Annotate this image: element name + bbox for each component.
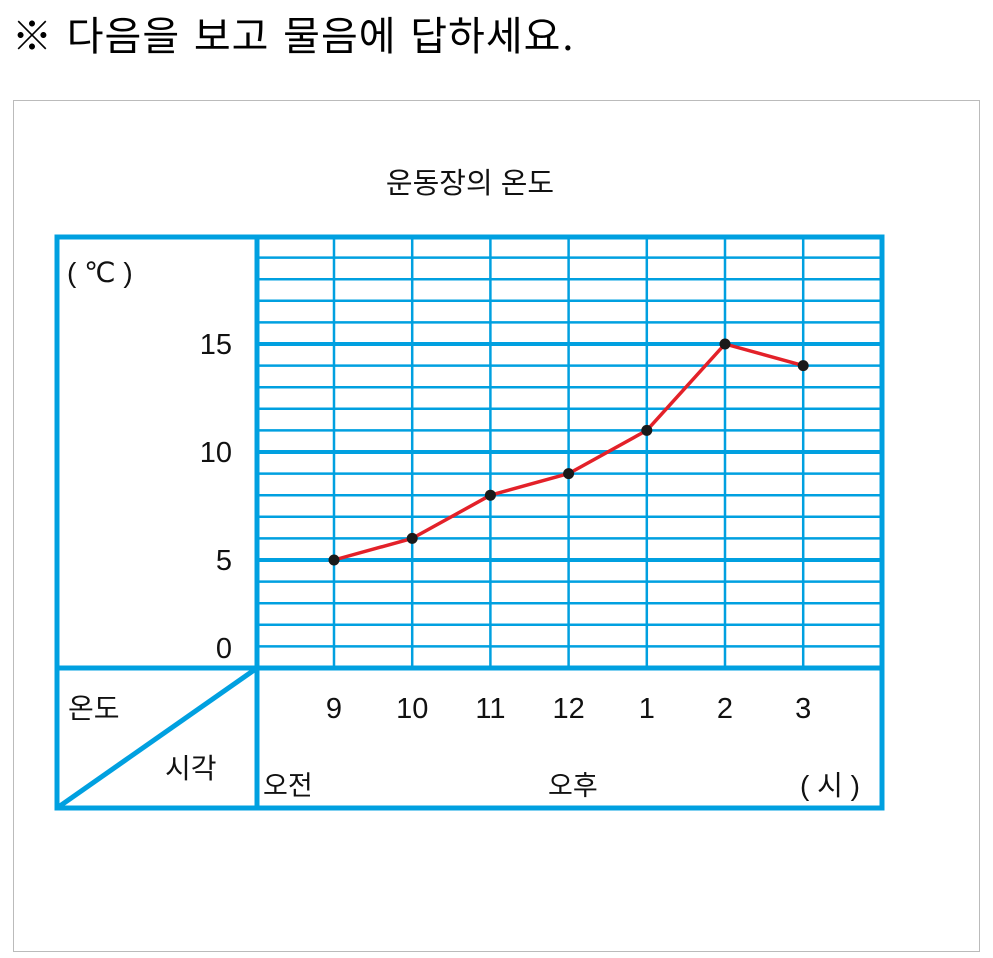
corner-label-time: 시각 bbox=[165, 753, 217, 784]
data-point bbox=[719, 338, 731, 350]
corner-diagonal bbox=[55, 665, 259, 811]
chart-title: 운동장의 온도 bbox=[386, 168, 554, 200]
am-label: 오전 bbox=[263, 771, 313, 801]
x-tick-label: 11 bbox=[475, 693, 505, 725]
x-tick-label: 3 bbox=[795, 693, 811, 725]
y-tick-label: 10 bbox=[200, 437, 232, 469]
data-point bbox=[406, 532, 418, 544]
chart-frame bbox=[13, 100, 980, 952]
x-tick-label: 9 bbox=[326, 693, 342, 725]
x-tick-label: 10 bbox=[396, 693, 428, 725]
x-tick-label: 1 bbox=[639, 693, 655, 725]
pm-label: 오후 bbox=[548, 771, 598, 801]
data-point bbox=[328, 554, 340, 566]
data-point bbox=[797, 360, 809, 372]
x-tick-label: 2 bbox=[717, 693, 733, 725]
y-axis-unit: ( ℃ ) bbox=[67, 257, 133, 288]
data-point bbox=[641, 424, 653, 436]
data-point bbox=[484, 489, 496, 501]
x-axis-unit: ( 시 ) bbox=[800, 770, 860, 801]
y-tick-label: 5 bbox=[216, 545, 232, 577]
y-tick-label: 0 bbox=[216, 633, 232, 665]
question-text: ※ 다음을 보고 물음에 답하세요. bbox=[12, 14, 576, 60]
data-point bbox=[563, 468, 575, 480]
x-tick-label: 12 bbox=[552, 693, 584, 725]
corner-label-temperature: 온도 bbox=[68, 693, 120, 724]
y-tick-label: 15 bbox=[200, 329, 232, 361]
table-border bbox=[54, 234, 885, 811]
